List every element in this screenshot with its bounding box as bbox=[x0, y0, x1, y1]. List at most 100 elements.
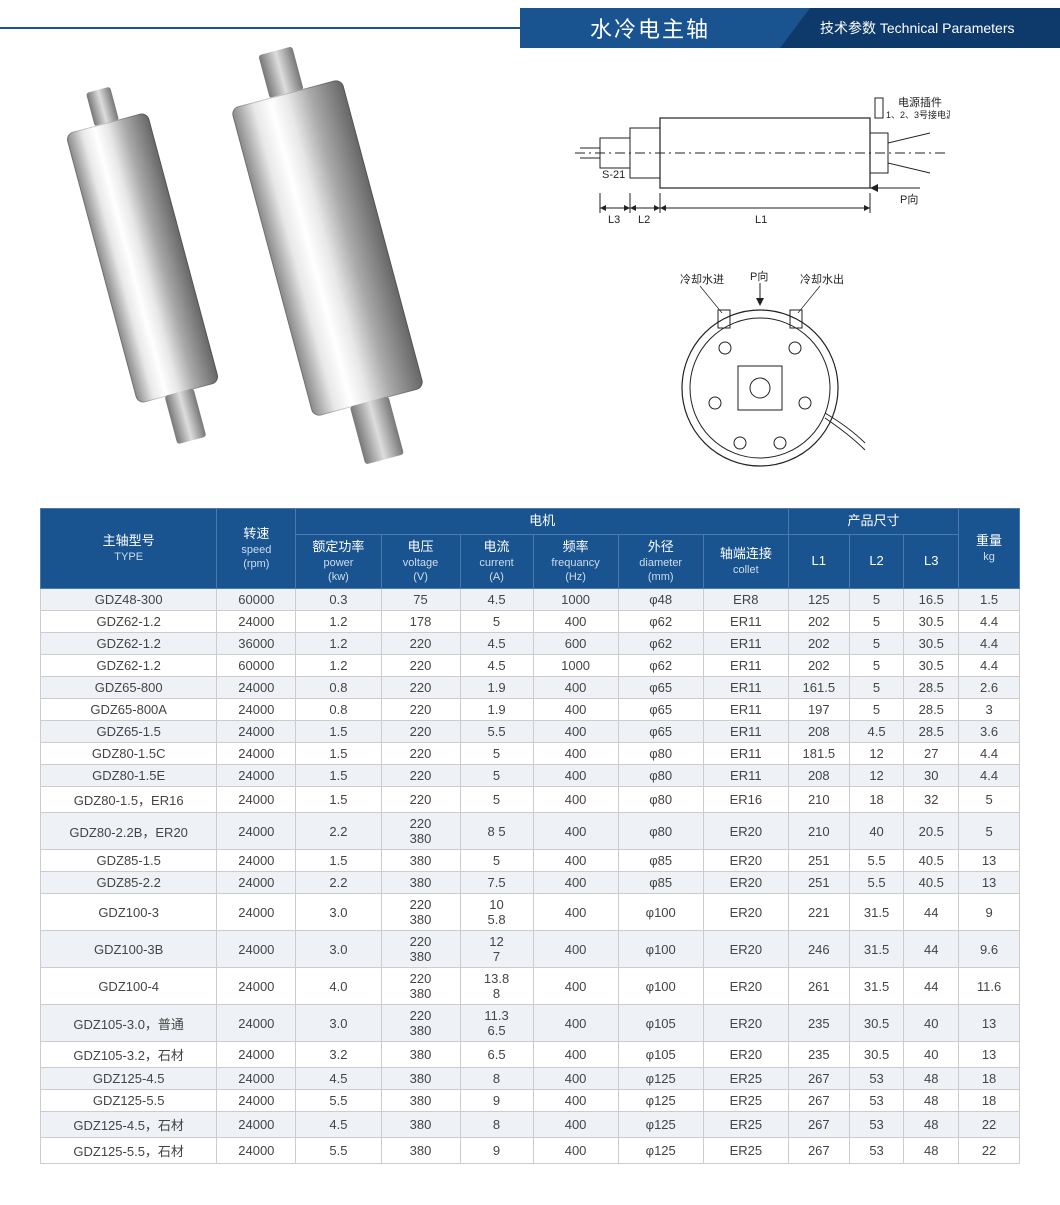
cell-type: GDZ125-4.5 bbox=[41, 1068, 217, 1090]
cell-l3: 48 bbox=[904, 1090, 959, 1112]
cell-type: GDZ85-1.5 bbox=[41, 850, 217, 872]
cell-l1: 197 bbox=[788, 699, 849, 721]
table-row: GDZ65-800240000.82201.9400φ65ER11161.552… bbox=[41, 677, 1020, 699]
cell-freq: 400 bbox=[533, 787, 618, 813]
cell-l1: 267 bbox=[788, 1090, 849, 1112]
cell-kg: 13 bbox=[959, 872, 1020, 894]
cell-kg: 4.4 bbox=[959, 633, 1020, 655]
cell-l3: 48 bbox=[904, 1112, 959, 1138]
cell-current: 8 bbox=[460, 1112, 533, 1138]
figure-row: S-21 L3 L2 L1 P向 电源插件 1、2、3号接电源 bbox=[0, 48, 1060, 508]
cell-power: 3.0 bbox=[296, 894, 381, 931]
table-row: GDZ80-2.2B，ER20240002.22203808 5400φ80ER… bbox=[41, 813, 1020, 850]
cell-l1: 202 bbox=[788, 633, 849, 655]
cell-speed: 24000 bbox=[217, 872, 296, 894]
cell-l2: 30.5 bbox=[849, 1042, 904, 1068]
cell-l2: 12 bbox=[849, 765, 904, 787]
table-row: GDZ62-1.2240001.21785400φ62ER11202530.54… bbox=[41, 611, 1020, 633]
cell-kg: 22 bbox=[959, 1112, 1020, 1138]
th-speed-en: speed bbox=[219, 543, 293, 557]
table-header: 主轴型号 TYPE 转速 speed (rpm) 电机 产品尺寸 重量 kg 额… bbox=[41, 509, 1020, 589]
cell-dia: φ62 bbox=[618, 611, 703, 633]
cell-l1: 202 bbox=[788, 655, 849, 677]
cell-voltage: 220380 bbox=[381, 968, 460, 1005]
th-power-unit: (kw) bbox=[298, 570, 378, 584]
cell-l2: 5 bbox=[849, 633, 904, 655]
cell-dia: φ85 bbox=[618, 872, 703, 894]
spindle-photo-small bbox=[65, 112, 220, 404]
cell-collet: ER20 bbox=[703, 968, 788, 1005]
label-connector-note: 1、2、3号接电源 bbox=[886, 109, 950, 120]
cell-dia: φ100 bbox=[618, 968, 703, 1005]
cell-collet: ER20 bbox=[703, 872, 788, 894]
cell-voltage: 220380 bbox=[381, 894, 460, 931]
cell-collet: ER11 bbox=[703, 765, 788, 787]
cell-l3: 28.5 bbox=[904, 677, 959, 699]
cell-collet: ER11 bbox=[703, 611, 788, 633]
cell-dia: φ100 bbox=[618, 931, 703, 968]
cell-kg: 22 bbox=[959, 1138, 1020, 1164]
cell-voltage: 380 bbox=[381, 872, 460, 894]
cell-dia: φ80 bbox=[618, 765, 703, 787]
cell-l1: 210 bbox=[788, 787, 849, 813]
cell-l1: 267 bbox=[788, 1112, 849, 1138]
th-power-en: power bbox=[298, 556, 378, 570]
cell-l3: 30.5 bbox=[904, 655, 959, 677]
table-row: GDZ62-1.2360001.22204.5600φ62ER11202530.… bbox=[41, 633, 1020, 655]
th-current-en: current bbox=[463, 556, 531, 570]
cell-current: 8 5 bbox=[460, 813, 533, 850]
table-row: GDZ100-3B240003.0220380127400φ100ER20246… bbox=[41, 931, 1020, 968]
cell-current: 105.8 bbox=[460, 894, 533, 931]
header-subtitle: 技术参数 Technical Parameters bbox=[780, 8, 1060, 48]
cell-l1: 208 bbox=[788, 721, 849, 743]
cell-collet: ER11 bbox=[703, 633, 788, 655]
cell-kg: 9.6 bbox=[959, 931, 1020, 968]
cell-voltage: 75 bbox=[381, 589, 460, 611]
cell-l3: 27 bbox=[904, 743, 959, 765]
cell-freq: 400 bbox=[533, 611, 618, 633]
cell-l3: 40.5 bbox=[904, 850, 959, 872]
cell-l2: 5 bbox=[849, 589, 904, 611]
cell-freq: 400 bbox=[533, 677, 618, 699]
label-water-out: 冷却水出 bbox=[800, 272, 844, 286]
cell-collet: ER20 bbox=[703, 1005, 788, 1042]
cell-freq: 400 bbox=[533, 931, 618, 968]
label-connector: 电源插件 bbox=[898, 95, 942, 109]
cell-speed: 24000 bbox=[217, 765, 296, 787]
cell-power: 1.5 bbox=[296, 721, 381, 743]
cell-freq: 400 bbox=[533, 699, 618, 721]
cell-collet: ER25 bbox=[703, 1138, 788, 1164]
cell-freq: 400 bbox=[533, 721, 618, 743]
cell-speed: 60000 bbox=[217, 655, 296, 677]
header-subtitle-cn: 技术参数 bbox=[820, 18, 876, 38]
cell-collet: ER11 bbox=[703, 743, 788, 765]
cell-l1: 161.5 bbox=[788, 677, 849, 699]
label-l3: L3 bbox=[608, 214, 620, 226]
cell-freq: 400 bbox=[533, 850, 618, 872]
cell-speed: 24000 bbox=[217, 721, 296, 743]
cell-speed: 24000 bbox=[217, 850, 296, 872]
cell-collet: ER20 bbox=[703, 813, 788, 850]
cell-power: 5.5 bbox=[296, 1090, 381, 1112]
end-view-drawing: 冷却水进 P向 冷却水出 bbox=[650, 268, 870, 488]
label-s21: S-21 bbox=[602, 169, 625, 181]
cell-voltage: 220 bbox=[381, 787, 460, 813]
cell-kg: 11.6 bbox=[959, 968, 1020, 1005]
cell-collet: ER16 bbox=[703, 787, 788, 813]
cell-type: GDZ62-1.2 bbox=[41, 655, 217, 677]
th-size: 产品尺寸 bbox=[788, 509, 958, 535]
cell-kg: 5 bbox=[959, 813, 1020, 850]
cell-voltage: 380 bbox=[381, 1042, 460, 1068]
cell-current: 127 bbox=[460, 931, 533, 968]
cell-kg: 18 bbox=[959, 1068, 1020, 1090]
cell-voltage: 178 bbox=[381, 611, 460, 633]
cell-l3: 30.5 bbox=[904, 611, 959, 633]
cell-speed: 24000 bbox=[217, 1090, 296, 1112]
cell-type: GDZ105-3.0，普通 bbox=[41, 1005, 217, 1042]
cell-power: 1.5 bbox=[296, 743, 381, 765]
cell-l2: 5.5 bbox=[849, 872, 904, 894]
cell-power: 1.2 bbox=[296, 633, 381, 655]
th-freq-unit: (Hz) bbox=[536, 570, 616, 584]
cell-collet: ER20 bbox=[703, 894, 788, 931]
cell-l1: 246 bbox=[788, 931, 849, 968]
